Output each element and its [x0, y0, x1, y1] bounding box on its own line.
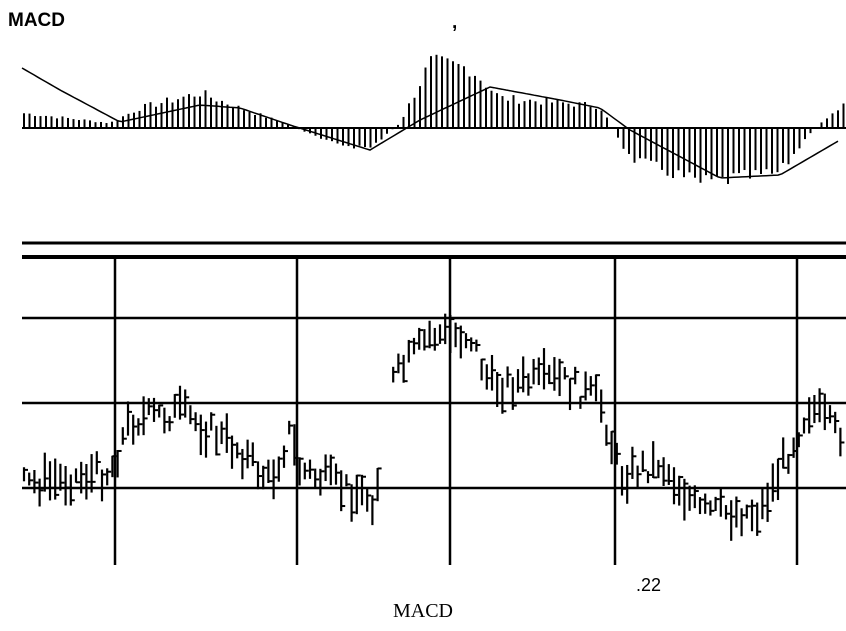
figure-number: .22	[636, 575, 662, 595]
signal-line	[21, 67, 839, 179]
figure-caption: MACD	[392, 600, 453, 622]
figure	[21, 54, 846, 565]
figure-title: MACD	[8, 10, 65, 31]
price-panel	[22, 313, 845, 541]
header-mark: ,	[452, 12, 458, 33]
price-grid	[22, 257, 846, 565]
macd-panel	[21, 54, 846, 184]
